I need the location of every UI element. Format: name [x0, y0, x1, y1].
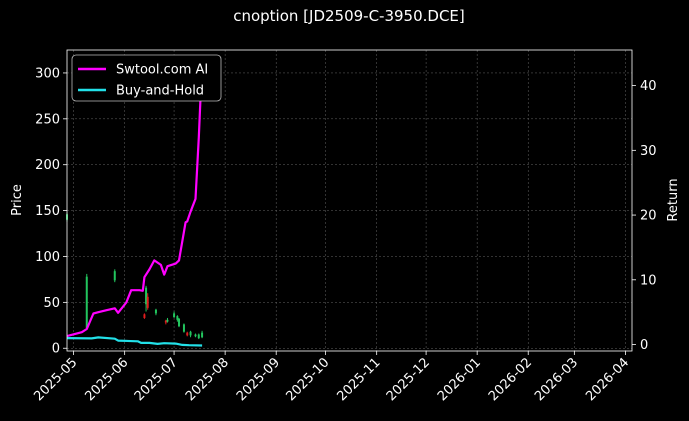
- candle-body: [146, 296, 149, 308]
- candle-body: [194, 334, 197, 337]
- candle-body: [178, 318, 181, 327]
- candle-body: [166, 319, 169, 322]
- candle-body: [85, 276, 88, 329]
- candle-body: [145, 287, 148, 305]
- y-axis-label: Price: [10, 184, 25, 216]
- candlestick-series: [66, 212, 204, 340]
- y-tick-label: 300: [35, 66, 60, 81]
- candle-body: [176, 316, 179, 320]
- y-tick-label: 200: [35, 158, 60, 173]
- chart-title: cnoption [JD2509-C-3950.DCE]: [233, 7, 465, 25]
- line-series: [66, 60, 204, 347]
- legend: Swtool.com AI Buy-and-Hold: [71, 54, 222, 102]
- candle-body: [164, 320, 167, 323]
- candle-body: [182, 324, 185, 332]
- series-line-swtool-com-ai: [66, 60, 204, 338]
- series-line-buy-and-hold: [66, 336, 203, 347]
- y2-tick-label: 10: [640, 273, 657, 288]
- candle-body: [113, 271, 116, 281]
- legend-box: [71, 54, 222, 102]
- y2-tick-label: 20: [640, 209, 657, 224]
- candle-body: [189, 331, 192, 336]
- candle-body: [197, 334, 200, 339]
- legend-label: Swtool.com AI: [116, 63, 208, 78]
- candle-body: [201, 332, 204, 338]
- y2-tick-label: 30: [640, 144, 657, 159]
- plot-frame: [66, 49, 633, 352]
- candle-body: [173, 313, 176, 318]
- y2-tick-label: 0: [640, 338, 648, 353]
- y2-tick-label: 40: [640, 79, 657, 94]
- candle-body: [154, 309, 157, 314]
- legend-label: Buy-and-Hold: [116, 84, 204, 99]
- y-tick-label: 150: [35, 204, 60, 219]
- y2-axis-label: Return: [666, 178, 681, 221]
- y-tick-label: 250: [35, 112, 60, 127]
- candle-body: [186, 332, 189, 336]
- y-tick-label: 0: [52, 342, 60, 357]
- y-tick-label: 100: [35, 250, 60, 265]
- y-tick-label: 50: [43, 296, 60, 311]
- candle-body: [143, 314, 146, 318]
